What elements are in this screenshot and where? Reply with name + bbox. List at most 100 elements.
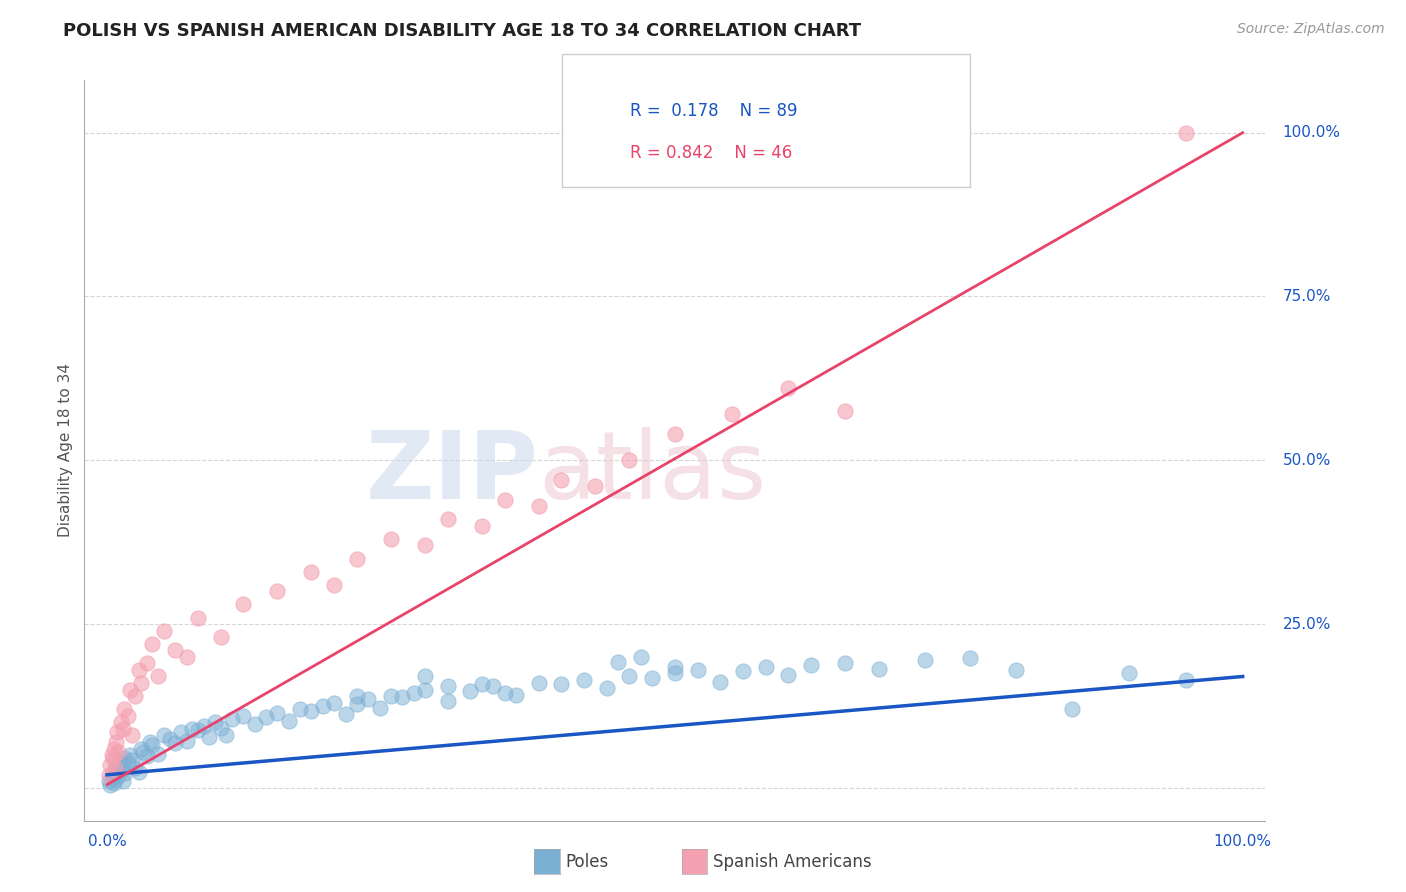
Point [596,681,619,696]
Point [731,665,754,679]
Point [380,532,402,546]
Text: POLISH VS SPANISH AMERICAN DISABILITY AGE 18 TO 34 CORRELATION CHART: POLISH VS SPANISH AMERICAN DISABILITY AG… [63,22,862,40]
Point [664,659,686,673]
Point [778,381,800,395]
Point [312,698,335,713]
Point [471,677,494,691]
Point [135,749,157,764]
Point [187,723,209,738]
Point [111,763,134,777]
Point [368,701,391,715]
Point [204,715,226,730]
Point [709,674,731,689]
Point [141,739,163,753]
Point [959,651,981,665]
Point [891,126,914,140]
Text: 100.0%: 100.0% [1282,125,1340,140]
Point [112,702,135,716]
Point [107,745,129,759]
Point [117,708,139,723]
Point [110,715,132,730]
Point [413,669,436,683]
Point [607,655,630,669]
Point [181,722,204,736]
Point [413,539,436,553]
Point [165,736,187,750]
Point [778,668,800,682]
Text: Poles: Poles [565,853,609,871]
Point [527,676,550,690]
Point [380,689,402,703]
Point [100,758,122,772]
Point [176,649,198,664]
Point [720,408,742,422]
Text: Source: ZipAtlas.com: Source: ZipAtlas.com [1237,22,1385,37]
Point [121,753,143,767]
Point [103,741,125,756]
Point [121,729,143,743]
Point [170,725,193,739]
Point [243,716,266,731]
Point [148,669,170,683]
Point [209,630,232,644]
Point [111,774,134,789]
Point [101,771,124,785]
Point [159,731,181,746]
Point [153,624,176,638]
Point [100,748,122,763]
Point [98,768,121,782]
Y-axis label: Disability Age 18 to 34: Disability Age 18 to 34 [58,363,73,538]
Point [868,662,890,676]
Point [664,427,686,442]
Point [494,686,516,700]
Point [193,718,215,732]
Point [527,499,550,513]
Point [834,657,856,671]
Point [105,761,128,775]
Text: 50.0%: 50.0% [1282,453,1331,467]
Point [436,694,458,708]
Point [107,769,129,783]
Point [124,761,146,775]
Point [346,697,368,711]
Point [135,657,157,671]
Point [132,745,155,759]
Point [215,729,238,743]
Point [254,710,277,724]
Point [101,751,124,765]
Point [129,741,152,756]
Point [110,758,132,772]
Point [357,692,380,706]
Point [346,689,368,703]
Point [100,768,122,782]
Point [413,682,436,697]
Point [436,679,458,693]
Text: 75.0%: 75.0% [1282,289,1331,304]
Point [114,766,136,780]
Point [346,551,368,566]
Text: 25.0%: 25.0% [1282,616,1331,632]
Point [494,492,516,507]
Point [148,747,170,761]
Point [141,637,163,651]
Point [1062,702,1084,716]
Text: R =  0.178    N = 89: R = 0.178 N = 89 [630,102,797,120]
Point [100,778,122,792]
Point [198,730,221,744]
Text: 100.0%: 100.0% [1213,834,1271,849]
Point [103,775,125,789]
Point [686,663,709,677]
Point [800,657,823,672]
Point [1004,663,1026,677]
Point [105,725,128,739]
Point [153,729,176,743]
Point [323,696,346,710]
Point [323,578,346,592]
Point [1174,126,1197,140]
Text: 0.0%: 0.0% [87,834,127,849]
Point [128,663,150,677]
Point [165,643,187,657]
Point [572,673,595,687]
Point [550,473,572,487]
Point [641,671,664,685]
